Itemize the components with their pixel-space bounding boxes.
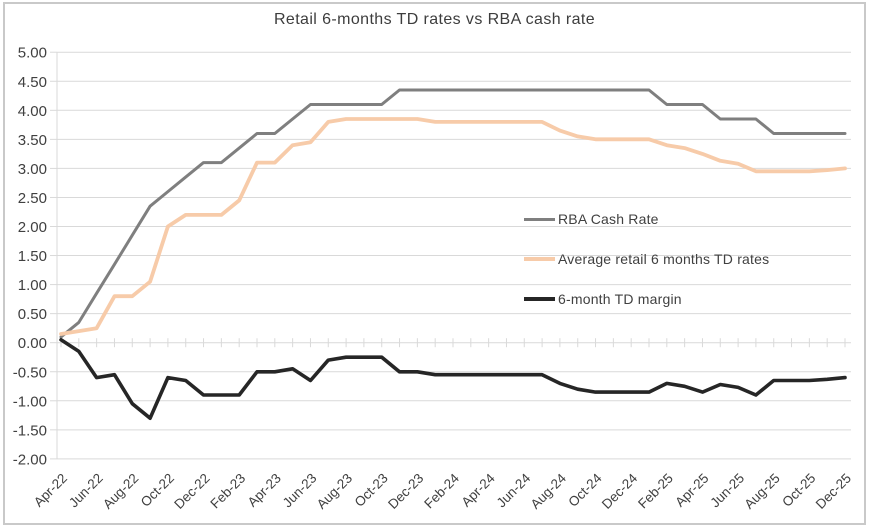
x-tick-label: Feb-24 bbox=[421, 470, 462, 511]
x-tick-label: Feb-25 bbox=[635, 471, 676, 512]
x-tick-label: Dec-23 bbox=[385, 471, 426, 512]
x-tick-label: Oct-22 bbox=[138, 471, 177, 510]
x-tick-label: Feb-23 bbox=[207, 471, 248, 512]
x-tick-label: Aug-25 bbox=[741, 471, 782, 512]
y-tick-label: 1.50 bbox=[18, 248, 47, 265]
series-line-6-month-td-margin bbox=[59, 337, 847, 421]
legend-item-rba-cash-rate: RBA Cash Rate bbox=[524, 211, 769, 227]
y-tick-label: 2.00 bbox=[18, 219, 47, 236]
legend-label-rba-cash-rate: RBA Cash Rate bbox=[558, 211, 659, 227]
x-tick-label: Jun-22 bbox=[66, 471, 106, 511]
y-tick-label: -0.50 bbox=[13, 364, 47, 381]
x-tick-label: Apr-25 bbox=[672, 471, 711, 510]
x-tick-label: Jun-23 bbox=[280, 471, 320, 511]
series-line-average-retail-6-months-td-rates bbox=[59, 117, 847, 336]
y-tick-label: 4.00 bbox=[18, 103, 47, 120]
y-tick-label: 3.00 bbox=[18, 161, 47, 178]
legend-item-average-retail-td-rates: Average retail 6 months TD rates bbox=[524, 251, 769, 267]
y-tick-label: 1.00 bbox=[18, 277, 47, 294]
y-tick-label: -1.00 bbox=[13, 393, 47, 410]
axis-ticks bbox=[50, 51, 846, 460]
x-tick-label: Oct-25 bbox=[779, 471, 818, 510]
chart-legend: RBA Cash Rate Average retail 6 months TD… bbox=[524, 211, 769, 331]
legend-label-6-month-td-margin: 6-month TD margin bbox=[558, 291, 682, 307]
y-tick-label: 3.50 bbox=[18, 132, 47, 149]
legend-item-6-month-td-margin: 6-month TD margin bbox=[524, 291, 769, 307]
y-tick-label: -1.50 bbox=[13, 422, 47, 439]
x-tick-label: Oct-24 bbox=[565, 470, 605, 510]
x-tick-label: Oct-23 bbox=[352, 471, 391, 510]
y-tick-label: 0.00 bbox=[18, 335, 47, 352]
x-tick-label: Jun-25 bbox=[707, 471, 747, 511]
x-tick-label: Aug-24 bbox=[528, 470, 570, 512]
legend-swatch-6-month-td-margin bbox=[524, 297, 555, 301]
legend-swatch-rba-cash-rate bbox=[524, 217, 555, 221]
y-tick-label: 4.50 bbox=[18, 74, 47, 91]
x-tick-label: Dec-22 bbox=[171, 471, 212, 512]
y-tick-label: 2.50 bbox=[18, 190, 47, 207]
x-tick-label: Dec-24 bbox=[599, 470, 641, 512]
gridlines bbox=[56, 51, 851, 460]
x-tick-label: Aug-23 bbox=[314, 471, 355, 512]
chart-title: Retail 6-months TD rates vs RBA cash rat… bbox=[273, 11, 596, 28]
y-tick-label: -2.00 bbox=[13, 451, 47, 468]
x-tick-label: Dec-25 bbox=[813, 471, 854, 512]
x-tick-label: Aug-22 bbox=[100, 471, 141, 512]
legend-swatch-average-retail-td-rates bbox=[524, 257, 555, 261]
x-tick-label: Jun-24 bbox=[494, 470, 534, 510]
y-tick-label: 5.00 bbox=[18, 45, 47, 62]
legend-label-average-retail-td-rates: Average retail 6 months TD rates bbox=[558, 251, 770, 267]
x-tick-label: Apr-22 bbox=[31, 471, 70, 510]
y-tick-label: 0.50 bbox=[18, 306, 47, 323]
series-lines bbox=[59, 88, 847, 421]
series-line-rba-cash-rate bbox=[59, 88, 847, 339]
x-tick-label: Apr-24 bbox=[458, 470, 498, 510]
x-tick-label: Apr-23 bbox=[245, 471, 284, 510]
